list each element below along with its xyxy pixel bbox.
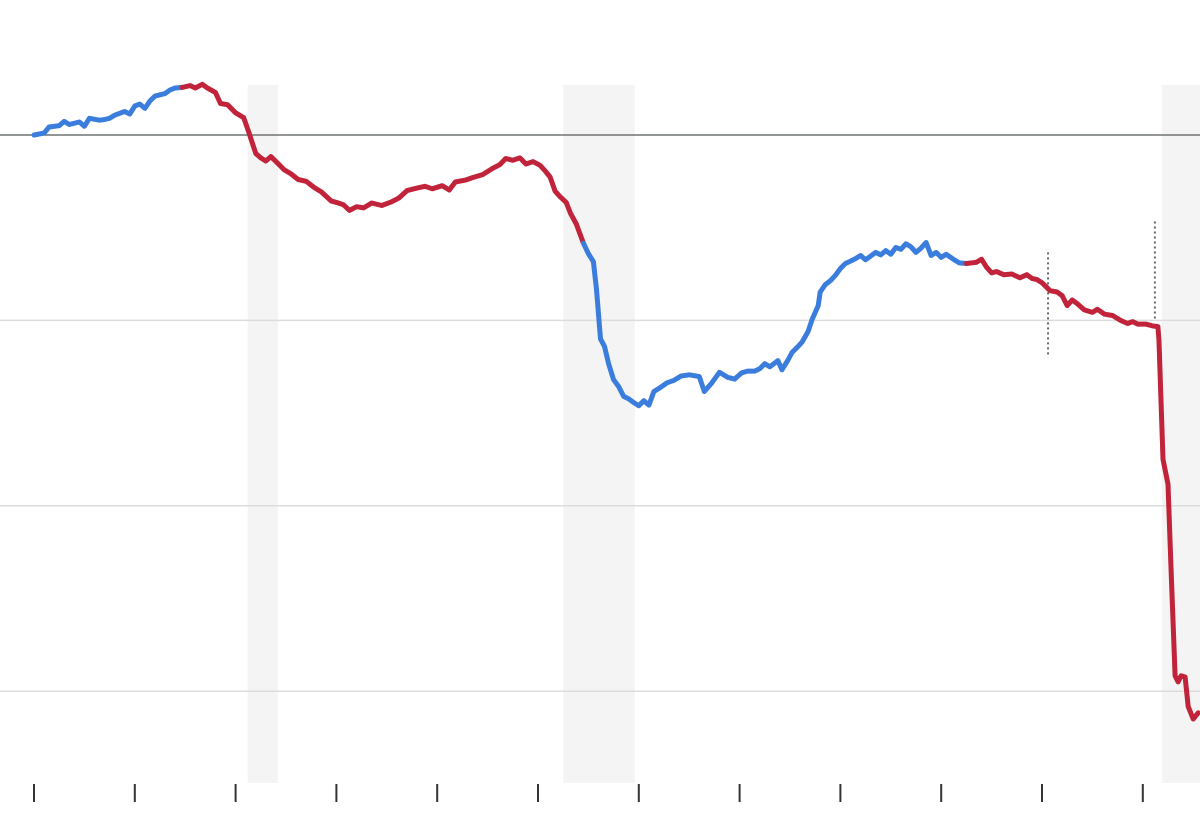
- series-segment-3: [580, 240, 969, 409]
- shaded-periods: [247, 85, 1200, 783]
- shaded-period-3: [1161, 85, 1200, 783]
- data-series: [31, 81, 1200, 722]
- series-segment-4: [963, 256, 1200, 722]
- series-segment-1: [31, 84, 185, 138]
- shaded-period-2: [563, 85, 635, 783]
- series-segment-2: [179, 81, 586, 246]
- shaded-period-1: [247, 85, 278, 783]
- annotation-markers: [1047, 221, 1156, 358]
- x-axis-ticks: [33, 784, 1144, 802]
